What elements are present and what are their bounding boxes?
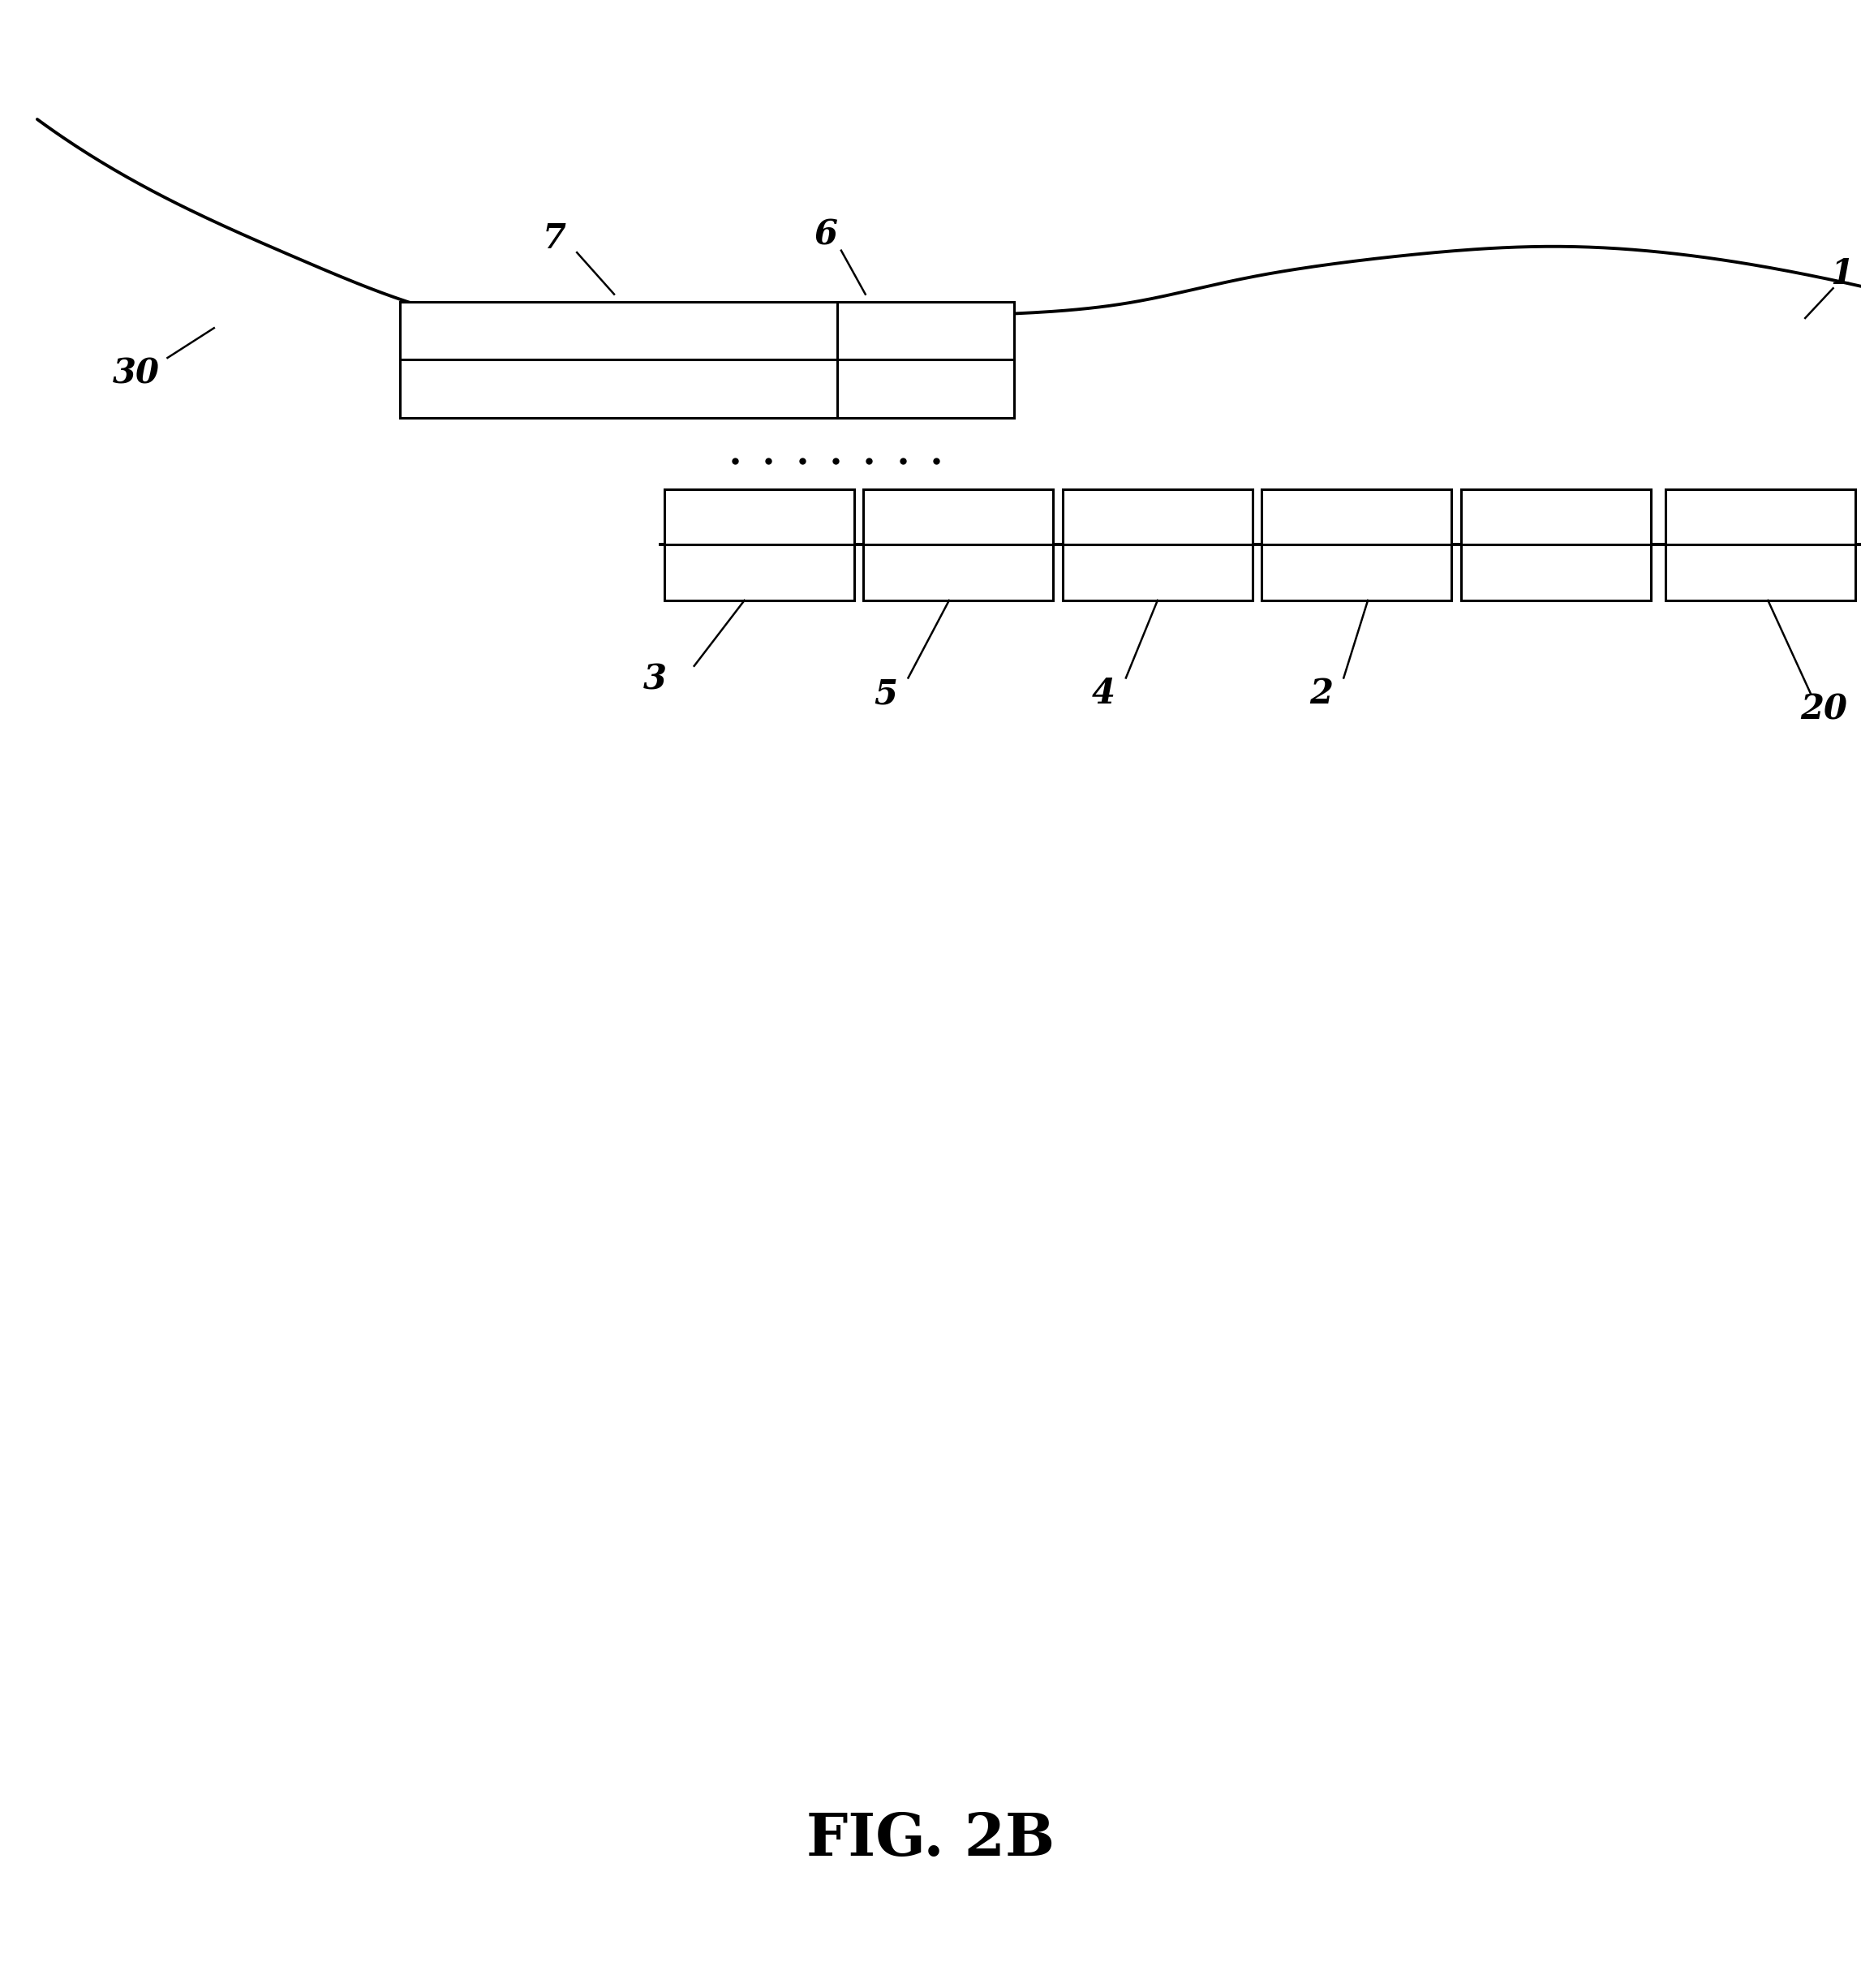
Bar	[400, 302, 1014, 417]
Text: 6: 6	[815, 217, 837, 252]
Bar	[1262, 489, 1452, 600]
Bar	[864, 489, 1053, 600]
Text: FIG. 2B: FIG. 2B	[806, 1811, 1055, 1867]
Bar	[1063, 489, 1252, 600]
Text: 7: 7	[543, 221, 566, 256]
Text: 1: 1	[1831, 256, 1854, 292]
Bar	[664, 489, 854, 600]
Text: 2: 2	[1310, 676, 1332, 712]
Text: 5: 5	[875, 676, 897, 712]
Bar	[1461, 489, 1651, 600]
Text: 20: 20	[1800, 692, 1848, 728]
Text: 3: 3	[644, 662, 666, 698]
Text: 4: 4	[1092, 676, 1115, 712]
Text: 30: 30	[112, 356, 160, 392]
Bar	[1666, 489, 1855, 600]
